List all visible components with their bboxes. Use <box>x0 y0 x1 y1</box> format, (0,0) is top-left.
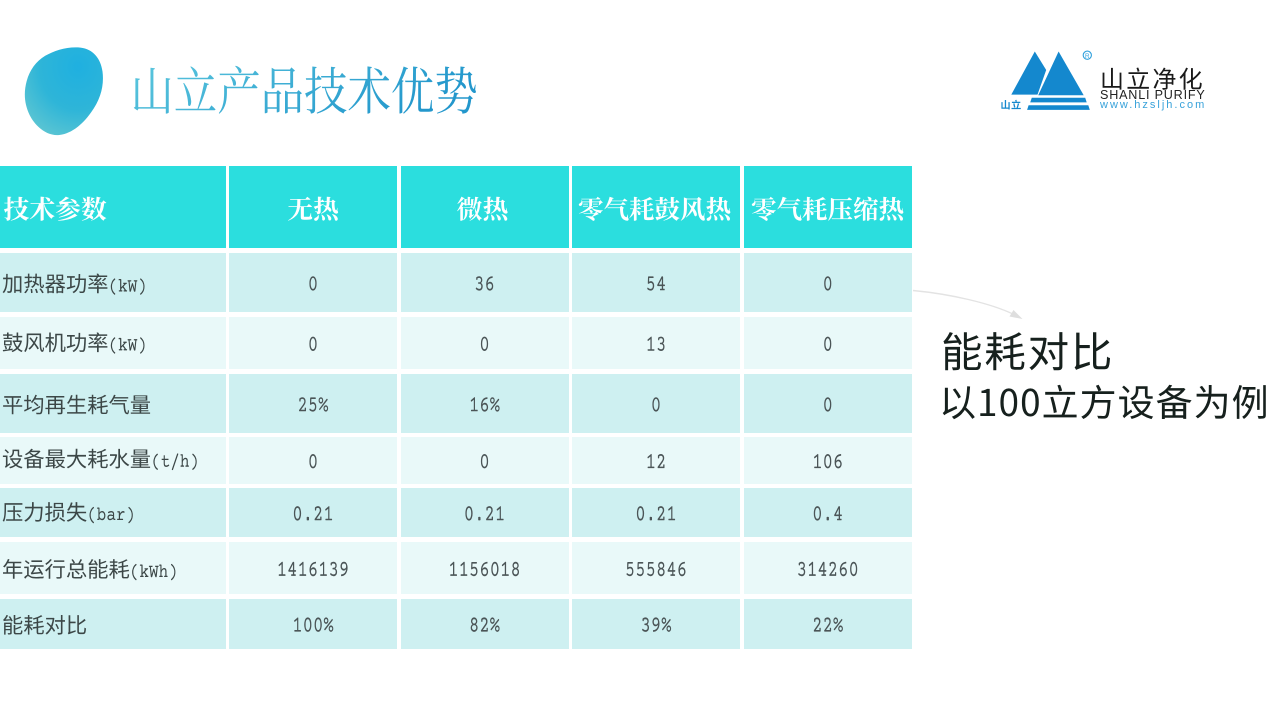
svg-text:R: R <box>1085 53 1090 60</box>
